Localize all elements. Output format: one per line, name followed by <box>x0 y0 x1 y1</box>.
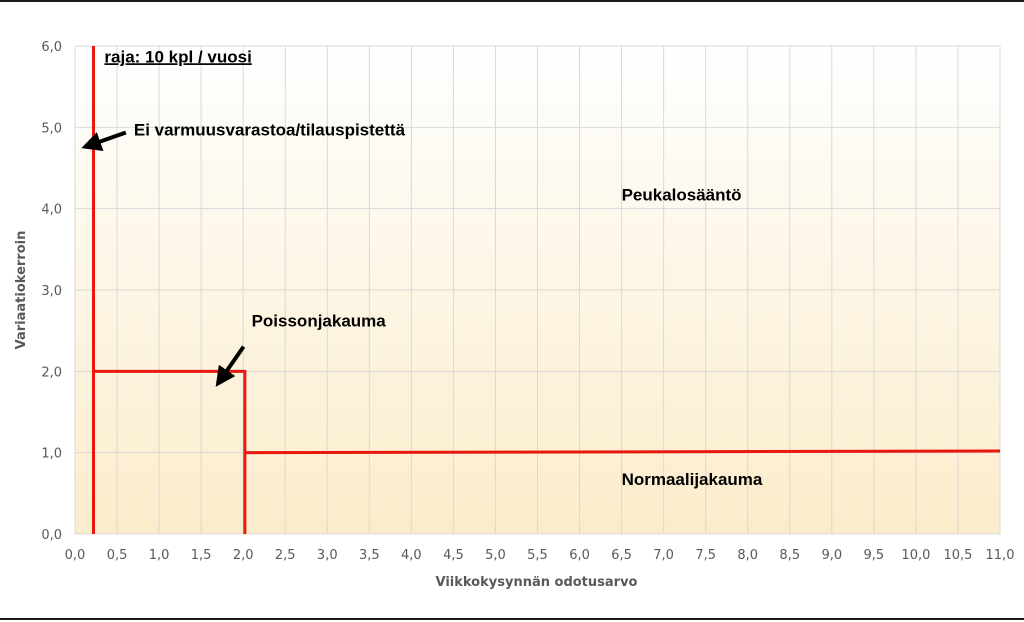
x-tick-label: 2,0 <box>233 548 254 563</box>
annotation-arrow <box>81 130 127 151</box>
annotation-label: raja: 10 kpl / vuosi <box>104 47 251 66</box>
annotation-label: Peukalosääntö <box>622 186 742 205</box>
annotations: raja: 10 kpl / vuosi Ei varmuusvarastoa/t… <box>81 47 763 489</box>
x-tick-label: 10,5 <box>943 548 972 563</box>
x-tick-label: 11,0 <box>986 548 1015 563</box>
x-tick-label: 1,0 <box>149 548 170 563</box>
x-tick-label: 0,5 <box>107 548 128 563</box>
annotation-label: Normaalijakauma <box>622 470 763 489</box>
x-tick-label: 0,0 <box>65 548 86 563</box>
x-tick-label: 4,5 <box>443 548 464 563</box>
y-tick-label: 1,0 <box>41 447 62 462</box>
y-tick-label: 2,0 <box>41 365 62 380</box>
series-line-3 <box>244 449 1001 455</box>
top-border <box>0 0 1024 2</box>
x-tick-label: 9,0 <box>821 548 842 563</box>
annotation-label: Poissonjakauma <box>252 312 387 331</box>
y-tick-labels: 0,0 1,0 2,0 3,0 4,0 5,0 6,0 <box>41 40 62 543</box>
y-tick-label: 3,0 <box>41 284 62 299</box>
x-tick-label: 2,5 <box>275 548 296 563</box>
y-tick-label: 6,0 <box>41 40 62 55</box>
x-tick-label: 9,5 <box>864 548 885 563</box>
x-tick-label: 3,0 <box>317 548 338 563</box>
x-tick-labels: 0,0 0,5 1,0 1,5 2,0 2,5 3,0 3,5 4,0 4,5 5,0 5,5 6,0 6… <box>65 548 1015 563</box>
x-tick-label: 10,0 <box>901 548 930 563</box>
annotation-label: Ei varmuusvarastoa/tilauspistettä <box>134 120 406 139</box>
y-tick-label: 5,0 <box>41 121 62 136</box>
x-tick-label: 7,5 <box>695 548 716 563</box>
x-tick-label: 8,0 <box>737 548 758 563</box>
x-tick-label: 6,5 <box>611 548 632 563</box>
y-tick-label: 0,0 <box>41 528 62 543</box>
series-lines <box>92 46 1001 534</box>
x-tick-label: 5,5 <box>527 548 548 563</box>
bottom-border <box>0 618 1024 620</box>
series-line-2 <box>93 369 247 534</box>
x-tick-label: 4,0 <box>401 548 422 563</box>
x-axis-label: Viikkokysynnän odotusarvo <box>436 575 638 590</box>
y-tick-label: 4,0 <box>41 203 62 218</box>
x-tick-label: 8,5 <box>779 548 800 563</box>
x-tick-label: 5,0 <box>485 548 506 563</box>
x-tick-label: 1,5 <box>191 548 212 563</box>
x-tick-label: 7,0 <box>653 548 674 563</box>
x-tick-label: 6,0 <box>569 548 590 563</box>
y-axis-label: Variaatiokerroin <box>14 231 29 350</box>
annotation-arrow <box>215 345 246 387</box>
x-tick-label: 3,5 <box>359 548 380 563</box>
